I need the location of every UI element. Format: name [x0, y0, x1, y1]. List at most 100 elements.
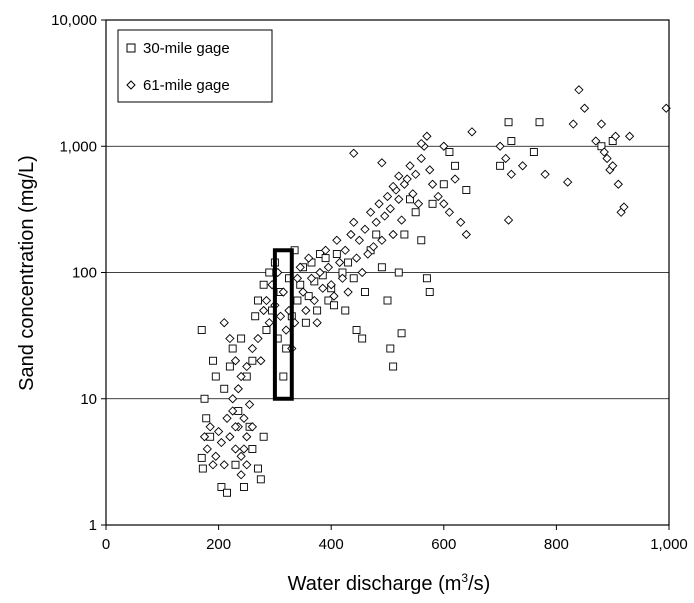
- point-30-mile-gage: [332, 250, 341, 259]
- point-61-mile-gage: [433, 191, 443, 202]
- point-30-mile-gage: [248, 445, 257, 453]
- point-61-mile-gage: [259, 305, 269, 316]
- point-30-mile-gage: [259, 280, 268, 289]
- point-61-mile-gage: [219, 460, 229, 470]
- point-61-mile-gage: [225, 432, 235, 442]
- highlight-box: [272, 248, 294, 401]
- point-30-mile-gage: [321, 254, 330, 263]
- point-30-mile-gage: [425, 288, 434, 297]
- point-61-mile-gage: [275, 311, 286, 321]
- point-61-mile-gage: [450, 174, 460, 184]
- point-61-mile-gage: [382, 191, 393, 202]
- point-61-mile-gage: [292, 273, 303, 283]
- point-30-mile-gage: [496, 161, 505, 170]
- point-30-mile-gage: [507, 137, 516, 145]
- x-tick-label: 200: [206, 536, 231, 553]
- point-61-mile-gage: [394, 194, 404, 204]
- point-61-mile-gage: [368, 242, 379, 252]
- point-30-mile-gage: [358, 334, 367, 343]
- point-30-mile-gage: [400, 230, 409, 239]
- point-61-mile-gage: [242, 432, 252, 442]
- point-61-mile-gage: [365, 207, 376, 217]
- point-61-mile-gage: [222, 413, 232, 423]
- point-30-mile-gage: [220, 384, 229, 393]
- point-61-mile-gage: [247, 343, 258, 354]
- point-61-mile-gage: [326, 280, 336, 290]
- point-61-mile-gage: [247, 422, 258, 432]
- point-61-mile-gage: [301, 305, 311, 316]
- point-61-mile-gage: [380, 211, 390, 221]
- point-30-mile-gage: [462, 186, 471, 194]
- point-61-mile-gage: [281, 325, 291, 335]
- data-points: [197, 85, 671, 497]
- point-61-mile-gage: [312, 318, 322, 328]
- point-61-mile-gage: [377, 158, 387, 168]
- point-61-mile-gage: [503, 215, 514, 225]
- point-61-mile-gage: [591, 136, 601, 146]
- point-61-mile-gage: [304, 253, 314, 263]
- legend-label-30-mile: 30-mile gage: [143, 40, 230, 57]
- legend-box: [117, 29, 273, 103]
- point-61-mile-gage: [599, 147, 609, 157]
- point-61-mile-gage: [439, 141, 449, 151]
- point-30-mile-gage: [361, 288, 369, 297]
- point-61-mile-gage: [610, 131, 621, 141]
- point-30-mile-gage: [251, 312, 260, 321]
- point-30-mile-gage: [225, 362, 234, 371]
- point-30-mile-gage: [259, 432, 268, 441]
- point-61-mile-gage: [320, 245, 331, 255]
- point-61-mile-gage: [396, 215, 407, 225]
- point-61-mile-gage: [230, 356, 241, 366]
- x-axis-title: Water discharge (m3/s): [288, 571, 491, 595]
- point-61-mile-gage: [309, 295, 319, 306]
- point-30-mile-gage: [254, 296, 262, 305]
- point-61-mile-gage: [495, 141, 505, 151]
- point-30-mile-gage: [504, 118, 513, 127]
- point-61-mile-gage: [233, 384, 243, 394]
- grid-lines: [106, 145, 669, 400]
- point-61-mile-gage: [388, 181, 398, 192]
- point-61-mile-gage: [579, 103, 590, 113]
- legend-label-61-mile: 61-mile gage: [143, 77, 230, 94]
- point-61-mile-gage: [236, 371, 246, 382]
- point-30-mile-gage: [389, 362, 398, 371]
- legend-marker-61-mile: [126, 80, 136, 90]
- legend: 30-mile gage 61-mile gage: [117, 29, 273, 103]
- point-30-mile-gage: [406, 195, 414, 204]
- point-30-mile-gage: [313, 306, 322, 315]
- point-30-mile-gage: [239, 483, 248, 491]
- point-61-mile-gage: [278, 287, 288, 297]
- point-61-mile-gage: [337, 273, 348, 283]
- point-61-mile-gage: [213, 426, 224, 437]
- point-30-mile-gage: [279, 372, 288, 381]
- point-30-mile-gage: [529, 148, 538, 156]
- point-61-mile-gage: [329, 291, 339, 301]
- y-tick-label: 1: [89, 517, 97, 534]
- point-61-mile-gage: [244, 399, 255, 410]
- point-61-mile-gage: [306, 273, 317, 283]
- y-tick-label: 100: [72, 265, 97, 282]
- point-30-mile-gage: [315, 250, 324, 259]
- point-30-mile-gage: [397, 329, 406, 338]
- point-61-mile-gage: [202, 444, 212, 454]
- point-61-mile-gage: [323, 262, 334, 272]
- point-30-mile-gage: [211, 372, 220, 381]
- point-61-mile-gage: [568, 119, 578, 129]
- point-61-mile-gage: [416, 138, 426, 149]
- point-61-mile-gage: [439, 199, 449, 209]
- point-30-mile-gage: [209, 356, 217, 365]
- point-61-mile-gage: [335, 257, 345, 268]
- legend-marker-30-mile: [126, 43, 136, 53]
- point-61-mile-gage: [517, 161, 528, 171]
- point-30-mile-gage: [197, 326, 206, 335]
- point-61-mile-gage: [563, 177, 573, 187]
- point-61-mile-gage: [351, 253, 362, 263]
- point-61-mile-gage: [346, 229, 356, 240]
- point-61-mile-gage: [340, 245, 350, 255]
- point-61-mile-gage: [411, 169, 421, 179]
- x-tick-label: 1,000: [650, 536, 688, 553]
- point-30-mile-gage: [324, 296, 333, 305]
- point-61-mile-gage: [211, 451, 221, 461]
- point-30-mile-gage: [254, 464, 262, 473]
